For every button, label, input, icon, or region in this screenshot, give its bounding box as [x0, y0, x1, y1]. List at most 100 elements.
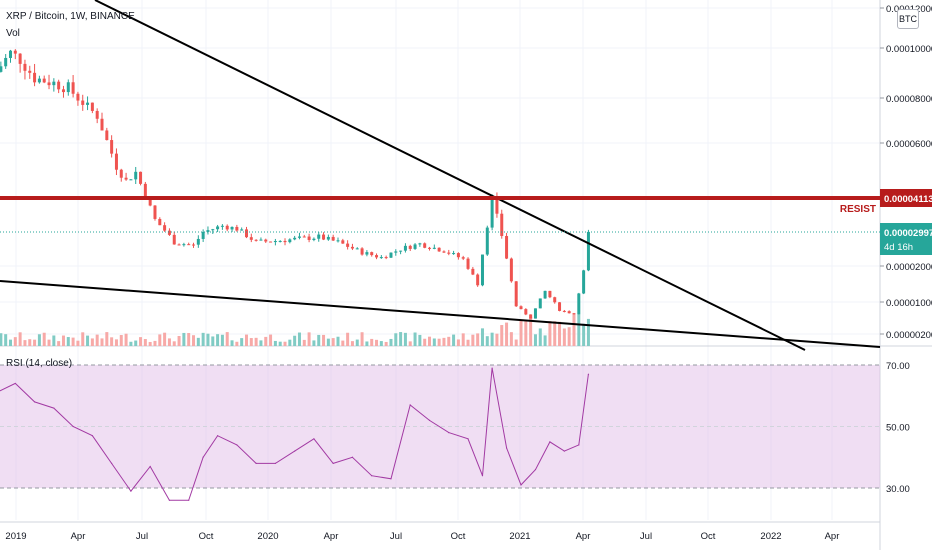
candle-body-81: [384, 257, 388, 259]
rsi-point-27: [491, 367, 493, 369]
candle-body-97: [461, 257, 465, 259]
volume-bar-64: [302, 339, 306, 346]
candle-body-100: [476, 274, 480, 286]
volume-bar-99: [471, 334, 475, 346]
candle-body-32: [148, 198, 152, 206]
volume-bar-29: [134, 340, 138, 346]
overlays: RESIST: [0, 0, 881, 351]
candle-body-77: [365, 252, 369, 255]
rsi-point-28: [505, 447, 508, 449]
candle-body-108: [514, 281, 518, 307]
rsi-point-13: [236, 444, 238, 446]
candle-body-25: [114, 153, 118, 170]
rsi-point-11: [202, 456, 204, 458]
time-tick-2: Jul: [136, 531, 148, 542]
candle-body-3: [8, 50, 12, 58]
candle-body-51: [240, 229, 244, 231]
candle-body-122: [582, 270, 586, 294]
volume-bar-81: [384, 341, 388, 346]
volume-bar-40: [187, 333, 191, 346]
candle-body-53: [249, 237, 253, 240]
currency-badge[interactable]: BTC: [897, 9, 919, 29]
candle-body-98: [466, 258, 470, 269]
volume-bar-10: [42, 332, 46, 346]
candle-body-46: [216, 226, 220, 230]
volume-bar-58: [273, 340, 277, 346]
volume-bars: [0, 313, 590, 346]
candle-body-105: [500, 213, 504, 236]
volume-bar-7: [28, 339, 32, 346]
volume-bar-71: [336, 336, 340, 346]
candle-body-30: [139, 171, 143, 184]
candle-body-112: [533, 308, 537, 319]
candlesticks: [0, 49, 590, 319]
candle-body-118: [562, 310, 566, 312]
volume-bar-59: [278, 341, 282, 346]
candle-body-99: [471, 268, 475, 275]
candle-body-59: [278, 240, 282, 242]
candle-body-4: [13, 50, 17, 54]
candle-body-19: [86, 102, 90, 105]
volume-bar-39: [182, 332, 186, 346]
volume-bar-111: [529, 317, 533, 346]
candle-body-26: [119, 169, 123, 178]
volume-bar-117: [558, 321, 562, 346]
candle-body-109: [519, 306, 523, 310]
volume-bar-47: [220, 334, 224, 346]
price-tick-6: 0.00000200: [886, 330, 932, 341]
rsi-point-16: [294, 450, 296, 452]
rsi-point-6: [111, 462, 113, 464]
volume-bar-104: [495, 333, 499, 346]
volume-bar-8: [33, 339, 37, 346]
rsi-point-22: [409, 404, 411, 406]
volume-bar-51: [240, 338, 244, 346]
volume-bar-56: [264, 336, 268, 346]
rsi-point-14: [255, 462, 257, 464]
candle-body-9: [37, 78, 41, 83]
resist-price-text: 0.00004113: [884, 194, 932, 205]
candle-body-62: [293, 237, 297, 240]
volume-bar-66: [312, 340, 316, 346]
rsi-point-18: [332, 462, 334, 464]
candle-body-120: [572, 313, 576, 315]
volume-bar-24: [110, 337, 114, 346]
candle-body-78: [370, 252, 374, 256]
rsi-point-19: [351, 456, 354, 458]
volume-bar-74: [350, 341, 354, 346]
candle-body-70: [331, 236, 335, 241]
volume-bar-107: [509, 332, 513, 346]
countdown-text: 4d 16h: [884, 242, 913, 253]
candle-body-68: [322, 234, 326, 240]
volume-bar-100: [476, 333, 480, 346]
candle-body-66: [312, 238, 316, 240]
candle-body-28: [129, 179, 133, 181]
candle-body-12: [52, 81, 56, 86]
volume-bar-118: [562, 328, 566, 346]
volume-bar-22: [100, 338, 104, 346]
volume-bar-68: [322, 334, 326, 346]
volume-bar-19: [86, 335, 90, 346]
volume-bar-38: [177, 335, 181, 346]
candle-body-22: [100, 118, 104, 131]
time-tick-12: 2022: [760, 531, 781, 542]
last-price-tag: [880, 223, 932, 255]
candle-body-54: [254, 239, 258, 241]
time-tick-4: 2020: [257, 531, 278, 542]
volume-bar-36: [167, 338, 171, 346]
volume-bar-76: [360, 332, 364, 346]
volume-bar-42: [196, 337, 200, 346]
candle-body-94: [447, 252, 451, 254]
time-tick-9: Apr: [576, 531, 591, 542]
candle-body-107: [509, 258, 513, 282]
candle-body-38: [177, 244, 181, 246]
volume-bar-122: [582, 323, 586, 346]
volume-bar-106: [505, 322, 509, 346]
rsi-point-3: [53, 407, 55, 409]
price-tick-4: 0.00002000: [886, 262, 932, 273]
volume-bar-98: [466, 339, 470, 346]
volume-bar-115: [548, 321, 552, 346]
time-axis: 2019 Apr Jul Oct 2020 Apr Jul Oct 2021 Apr Jul Oct 2…: [0, 521, 880, 542]
volume-bar-57: [269, 334, 273, 346]
volume-bar-3: [8, 339, 12, 346]
candle-body-48: [225, 225, 229, 230]
